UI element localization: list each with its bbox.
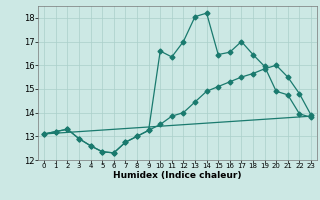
X-axis label: Humidex (Indice chaleur): Humidex (Indice chaleur)	[113, 171, 242, 180]
